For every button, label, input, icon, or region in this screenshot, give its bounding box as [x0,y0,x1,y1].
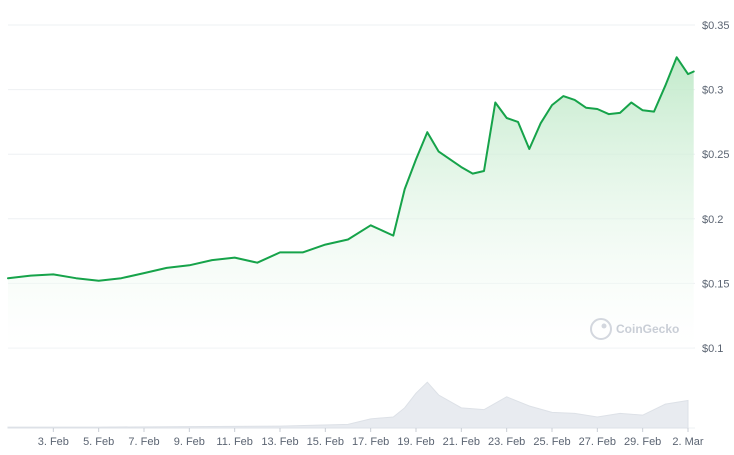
price-area [8,57,694,349]
y-tick-label: $0.25 [702,149,730,161]
coingecko-logo-icon [590,318,612,340]
watermark-text: CoinGecko [616,322,679,336]
x-tick-label: 9. Feb [174,436,205,448]
coingecko-watermark: CoinGecko [590,318,679,340]
x-tick-label: 7. Feb [128,436,159,448]
x-axis-ticks: 3. Feb 5. Feb 7. Feb 9. Feb 11. Feb 13. Feb 15… [38,428,704,448]
volume-bars [7,381,689,429]
price-line-path [7,56,695,282]
volume-area [7,381,689,429]
x-tick-label: 13. Feb [261,436,298,448]
y-tick-label: $0.2 [702,214,723,226]
x-tick-label: 5. Feb [83,436,114,448]
y-tick-label: $0.1 [702,343,723,355]
x-tick-label: 11. Feb [216,436,253,448]
price-area-fill [8,57,694,349]
y-tick-label: $0.3 [702,85,723,97]
x-tick-label: 25. Feb [533,436,570,448]
price-line [7,56,695,282]
y-tick-label: $0.35 [702,20,730,32]
x-tick-label: 2. Mar [672,436,704,448]
x-tick-label: 23. Feb [488,436,525,448]
x-tick-label: 19. Feb [397,436,434,448]
coingecko-logo-eye [601,323,607,329]
y-tick-label: $0.15 [702,278,730,290]
x-tick-label: 29. Feb [624,436,661,448]
x-tick-label: 15. Feb [307,436,344,448]
x-tick-label: 21. Feb [443,436,480,448]
y-axis-ticks: $0.35 $0.3 $0.25 $0.2 $0.15 $0.1 [702,20,730,355]
x-tick-label: 3. Feb [38,436,69,448]
x-tick-label: 17. Feb [352,436,389,448]
x-tick-label: 27. Feb [579,436,616,448]
